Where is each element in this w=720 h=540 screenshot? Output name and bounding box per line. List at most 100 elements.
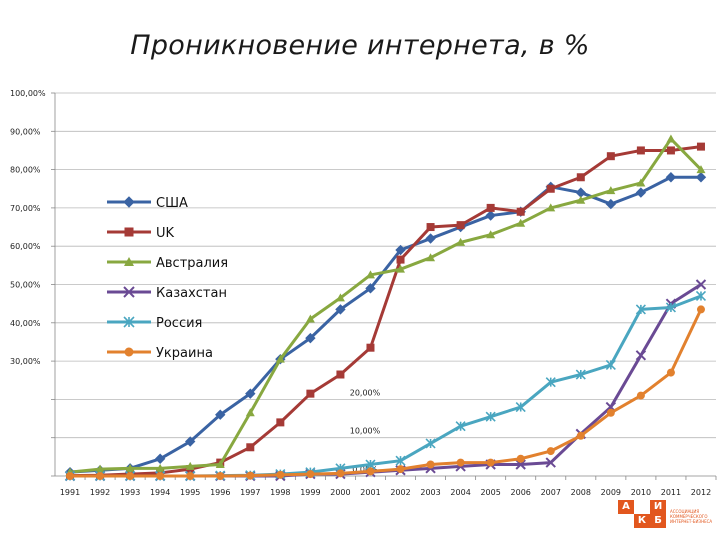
x-tick-label: 1999 <box>300 488 320 497</box>
data-point <box>635 304 646 315</box>
data-point <box>515 459 526 470</box>
data-point <box>665 172 677 183</box>
y-tick-label: 90,00% <box>10 127 41 136</box>
data-point <box>575 187 587 198</box>
data-point <box>425 233 436 244</box>
logo-letter-b: Б <box>650 514 666 528</box>
data-point <box>126 472 135 480</box>
x-tick-label: 2006 <box>511 488 531 497</box>
data-point <box>516 218 526 227</box>
data-point <box>695 172 707 183</box>
data-point <box>576 431 585 440</box>
data-point <box>455 421 466 432</box>
data-point <box>636 146 645 155</box>
legend-item-5: Украина <box>107 346 213 361</box>
y-axis-tick-labels: 0,00% 10,00% 20,00% 30,00% 40,00% 50,00% 60,00… <box>10 89 381 474</box>
data-point <box>426 223 435 232</box>
data-point <box>456 237 466 246</box>
x-tick-label: 1997 <box>240 488 260 497</box>
data-point <box>245 388 256 399</box>
gridlines <box>51 92 716 477</box>
data-point <box>335 293 345 302</box>
x-tick-label: 1995 <box>180 488 200 497</box>
data-point <box>366 343 375 352</box>
x-tick-label: 2001 <box>360 488 380 497</box>
data-point <box>486 458 495 467</box>
data-point <box>396 264 406 273</box>
series-3 <box>64 279 707 482</box>
data-point <box>125 463 135 472</box>
data-point <box>306 470 315 479</box>
data-point <box>516 207 525 216</box>
series-line <box>69 137 703 474</box>
series-line <box>70 145 702 478</box>
data-point <box>575 369 586 380</box>
data-point <box>184 436 196 447</box>
data-point <box>305 332 316 344</box>
data-point <box>215 460 225 469</box>
y-tick-label: 20,00% <box>350 388 381 397</box>
legend-item-1: UK <box>107 226 175 241</box>
data-point <box>123 196 135 208</box>
x-tick-label: 2003 <box>420 488 440 497</box>
data-point <box>124 257 134 266</box>
data-point <box>635 187 647 198</box>
legend: США UK Австралия Казахстан Россия Украина <box>107 196 228 361</box>
data-point <box>336 370 345 379</box>
y-tick-label: 80,00% <box>10 166 41 175</box>
data-point <box>395 455 406 466</box>
data-point <box>215 409 226 420</box>
data-point <box>123 286 135 298</box>
data-point <box>456 221 465 230</box>
x-tick-label: 1992 <box>90 488 110 497</box>
series-line <box>70 283 702 478</box>
logo-letter-i: И <box>650 500 666 514</box>
data-point <box>156 472 165 480</box>
data-point <box>516 454 525 463</box>
data-point <box>546 203 556 212</box>
data-point <box>456 458 465 467</box>
data-point <box>66 472 75 480</box>
data-point <box>576 173 585 182</box>
data-point <box>486 230 496 239</box>
legend-item-3: Казахстан <box>107 286 227 301</box>
legend-item-4: Россия <box>107 316 202 331</box>
x-axis-tick-labels: 1991 1992 1993 1994 1995 1996 1997 1998 1999 2000… <box>60 488 711 497</box>
data-point <box>545 457 556 468</box>
data-point <box>606 152 615 161</box>
data-point <box>96 472 105 480</box>
data-point <box>696 165 706 174</box>
data-point <box>576 195 586 204</box>
legend-label: США <box>156 196 188 211</box>
data-point <box>185 461 195 470</box>
data-point <box>246 471 255 480</box>
data-point <box>605 359 616 370</box>
data-point <box>186 472 195 480</box>
data-point <box>306 389 315 398</box>
y-tick-label: 50,00% <box>10 281 41 290</box>
data-point <box>485 411 496 422</box>
y-tick-label: 60,00% <box>10 242 41 251</box>
x-tick-label: 1994 <box>150 488 170 497</box>
x-tick-label: 1998 <box>270 488 290 497</box>
data-point <box>305 314 315 323</box>
data-point <box>486 203 495 212</box>
x-tick-label: 2007 <box>541 488 561 497</box>
data-point <box>95 464 105 473</box>
data-point <box>276 418 285 427</box>
y-tick-label: 40,00% <box>10 319 41 328</box>
logo-letter-k: К <box>634 514 650 528</box>
chart-title: Проникновение интернета, в % <box>130 30 590 61</box>
data-point <box>123 316 135 328</box>
x-tick-label: 2002 <box>390 488 410 497</box>
data-point <box>666 368 675 377</box>
data-point <box>515 401 526 413</box>
legend-label: Австралия <box>156 256 228 271</box>
data-point <box>605 198 617 210</box>
x-tick-label: 2008 <box>571 488 591 497</box>
data-point <box>546 184 555 193</box>
data-point <box>425 438 436 449</box>
legend-item-0: США <box>107 196 188 211</box>
data-point <box>606 408 615 417</box>
data-point <box>335 304 346 315</box>
